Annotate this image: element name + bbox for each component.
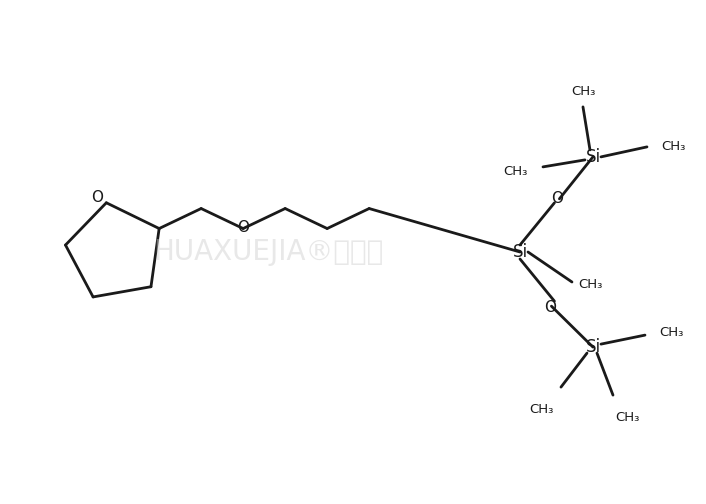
Text: CH₃: CH₃ (578, 278, 602, 290)
Text: CH₃: CH₃ (529, 403, 554, 416)
Text: CH₃: CH₃ (659, 326, 683, 339)
Text: O: O (544, 300, 556, 314)
Text: O: O (551, 192, 563, 206)
Text: CH₃: CH₃ (661, 141, 685, 153)
Text: Si: Si (585, 148, 601, 166)
Text: CH₃: CH₃ (615, 411, 639, 423)
Text: O: O (237, 220, 249, 235)
Text: HUAXUEJIA®化学加: HUAXUEJIA®化学加 (153, 238, 383, 266)
Text: CH₃: CH₃ (503, 165, 527, 178)
Text: CH₃: CH₃ (570, 85, 595, 98)
Text: Si: Si (513, 243, 527, 261)
Text: O: O (91, 190, 103, 205)
Text: Si: Si (585, 338, 601, 356)
